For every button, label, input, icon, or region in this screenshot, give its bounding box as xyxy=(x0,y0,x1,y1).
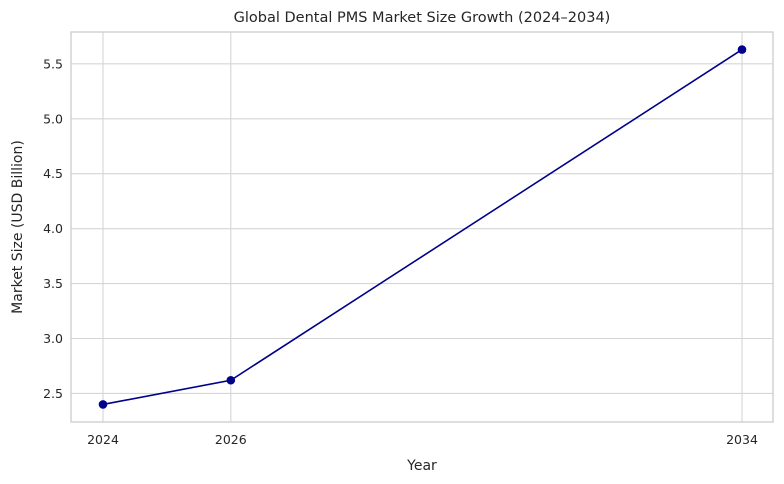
plot-frame xyxy=(70,31,774,423)
x-axis-label: Year xyxy=(406,458,437,474)
grid-lines xyxy=(71,32,773,422)
x-tick-label: 2026 xyxy=(215,432,247,447)
x-tick-label: 2024 xyxy=(87,432,119,447)
y-tick-label: 5.5 xyxy=(43,56,63,71)
series-line xyxy=(102,48,743,406)
data-point-marker xyxy=(737,45,747,54)
data-series xyxy=(98,45,747,409)
chart-title: Global Dental PMS Market Size Growth (20… xyxy=(234,10,611,26)
data-point-marker xyxy=(226,375,236,385)
y-axis-label: Market Size (USD Billion) xyxy=(10,140,26,314)
data-point-marker xyxy=(98,400,108,409)
y-tick-label: 3.5 xyxy=(43,276,63,291)
x-axis-ticks: 2024 2026 2034 xyxy=(87,432,758,447)
x-tick-label: 2034 xyxy=(726,432,758,447)
y-tick-label: 5.0 xyxy=(43,111,63,126)
y-tick-label: 3.0 xyxy=(43,331,63,346)
y-axis-ticks: 2.5 3.0 3.5 4.0 4.5 5.0 5.5 xyxy=(43,56,63,401)
y-tick-label: 4.5 xyxy=(43,166,63,181)
y-tick-label: 2.5 xyxy=(43,386,63,401)
y-tick-label: 4.0 xyxy=(43,221,63,236)
